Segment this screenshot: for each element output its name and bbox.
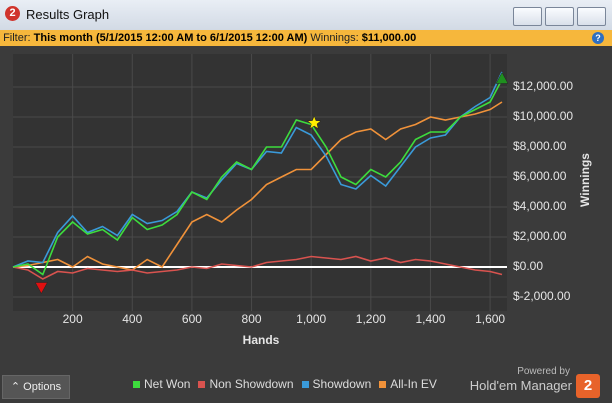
- filter-value: This month (5/1/2015 12:00 AM to 6/1/201…: [33, 32, 308, 44]
- series-line: [12, 101, 503, 271]
- x-axis-label: Hands: [243, 333, 280, 347]
- app-icon: 2: [5, 6, 20, 21]
- marker: [495, 71, 509, 84]
- footer: ⌃ Options Net Won Non Showdown Showdown All…: [0, 366, 612, 403]
- chart: Hands Winnings $-2,000.00 $0.00 $2,000.00 $…: [12, 54, 592, 347]
- legend-swatch: [379, 381, 387, 388]
- filter-label: Filter:: [3, 32, 31, 44]
- legend-label: Net Won: [144, 377, 191, 391]
- x-tick-label: 600: [182, 312, 202, 326]
- close-button[interactable]: [577, 7, 606, 26]
- legend-item[interactable]: All-In EV: [379, 377, 437, 391]
- marker: [306, 115, 322, 130]
- legend-item[interactable]: Net Won: [133, 377, 190, 391]
- y-tick-label: $12,000.00: [513, 79, 573, 93]
- series-line: [12, 71, 503, 268]
- y-tick-label: $-2,000.00: [513, 289, 571, 303]
- legend-swatch: [133, 381, 140, 388]
- x-tick-label: 200: [63, 312, 83, 326]
- x-tick-label: 800: [242, 312, 262, 326]
- x-tick-label: 1,600: [475, 312, 505, 326]
- legend-label: Non Showdown: [209, 377, 294, 391]
- y-tick-label: $10,000.00: [513, 109, 573, 123]
- x-tick-label: 400: [122, 312, 142, 326]
- y-tick-label: $0.00: [513, 259, 543, 273]
- minimize-button[interactable]: [513, 7, 542, 26]
- legend: Net Won Non Showdown Showdown All-In EV: [133, 377, 445, 391]
- x-tick-label: 1,400: [415, 312, 445, 326]
- legend-label: Showdown: [312, 377, 372, 391]
- help-icon[interactable]: ?: [592, 32, 604, 44]
- y-tick-label: $2,000.00: [513, 229, 567, 243]
- series-line: [12, 79, 503, 276]
- title-bar: 2 Results Graph: [0, 0, 612, 30]
- y-tick-label: $4,000.00: [513, 199, 567, 213]
- x-tick-label: 1,200: [356, 312, 386, 326]
- series-line: [12, 255, 503, 280]
- legend-item[interactable]: Non Showdown: [198, 377, 294, 391]
- legend-swatch: [198, 381, 206, 388]
- legend-label: All-In EV: [390, 377, 437, 391]
- marker: [34, 282, 48, 295]
- winnings-label: Winnings:: [310, 32, 359, 44]
- x-tick-label: 1,000: [296, 312, 326, 326]
- legend-item[interactable]: Showdown: [301, 377, 372, 391]
- brand: Hold'em Manager: [469, 378, 572, 393]
- y-tick-label: $6,000.00: [513, 169, 567, 183]
- winnings-value: $11,000.00: [361, 32, 417, 44]
- options-button[interactable]: ⌃ Options: [2, 375, 70, 399]
- filter-bar: Filter: This month (5/1/2015 12:00 AM to…: [0, 30, 612, 46]
- window-title: Results Graph: [26, 7, 110, 22]
- powered-by: Powered by: [517, 366, 570, 377]
- maximize-button[interactable]: [545, 7, 574, 26]
- plot-area: [13, 54, 507, 311]
- y-axis-label: Winnings: [578, 153, 592, 207]
- brand-icon: 2: [576, 374, 600, 398]
- options-label: Options: [23, 381, 62, 393]
- y-tick-label: $8,000.00: [513, 139, 567, 153]
- legend-swatch: [301, 381, 309, 388]
